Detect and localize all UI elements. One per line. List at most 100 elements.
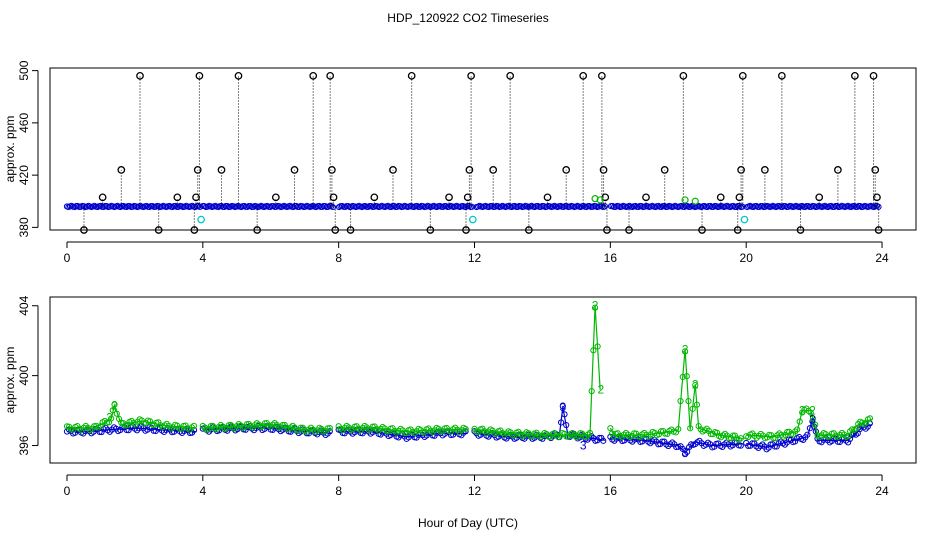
green-point [596, 196, 604, 204]
spike-point [445, 193, 453, 202]
series-1-point [804, 431, 811, 438]
spike-point [234, 71, 243, 80]
series-2-point [683, 373, 690, 380]
series-2-point [774, 432, 781, 439]
y-tick-label: 396 [17, 435, 31, 455]
series-1-point [600, 437, 607, 444]
spike-point [642, 193, 650, 202]
x-tick-label: 4 [199, 251, 206, 265]
spike-point [874, 226, 883, 234]
series-2-point [289, 422, 296, 429]
x-tick-label: 8 [335, 484, 342, 498]
series-2-point [591, 304, 599, 311]
series-2-point [271, 419, 278, 427]
series-2-point [705, 427, 712, 434]
series-1-point [679, 445, 686, 453]
spike-point [407, 71, 416, 80]
series-2-point [124, 421, 131, 429]
series-1-point [665, 442, 672, 450]
series-2-point [729, 432, 736, 439]
y-tick-label: 500 [17, 60, 31, 80]
series-2-point [553, 432, 560, 439]
spike-point [737, 166, 745, 174]
x-axis-label: Hour of Day (UTC) [418, 516, 518, 530]
series-1-point [659, 438, 666, 445]
series-1-point [651, 436, 658, 443]
plot-frame [49, 296, 917, 464]
baseline-point [468, 203, 476, 210]
series-2-point [692, 382, 699, 389]
series-2-point [517, 431, 524, 438]
spike-point [346, 226, 355, 234]
spike-point [603, 226, 611, 234]
cyan-point [197, 215, 205, 224]
series-2-point [709, 431, 717, 438]
y-axis-label: approx. ppm [3, 347, 17, 414]
x-tick-label: 4 [199, 484, 206, 498]
spike-point [543, 193, 552, 202]
series-2-point [675, 425, 682, 433]
series-1-point [771, 443, 778, 450]
series-2-point [681, 348, 689, 355]
spike-point [326, 71, 335, 80]
x-tick-label: 16 [604, 251, 618, 265]
spike-point [869, 71, 878, 80]
point-label: 3 [682, 446, 689, 460]
series-2-point [113, 410, 120, 417]
spike-point [173, 193, 182, 202]
series-2-point [717, 434, 725, 441]
spike-point [271, 193, 280, 202]
series-2-point [395, 427, 402, 434]
series-2-point [662, 430, 669, 437]
series-2-point [721, 430, 729, 437]
spike-point [467, 71, 475, 80]
series-2-point [737, 435, 744, 442]
series-2-point [324, 425, 331, 432]
x-tick-label: 16 [604, 484, 618, 498]
series-2-point [437, 428, 444, 435]
series-2-point [685, 397, 692, 405]
point-label: 2 [592, 299, 599, 313]
series-2-point [375, 427, 382, 434]
spike-point [195, 71, 204, 80]
spike-point [309, 71, 318, 80]
series-1-point [96, 428, 103, 436]
series-2-point [693, 401, 701, 408]
baseline-point [875, 203, 882, 210]
series-2-line [474, 305, 601, 436]
point-label: 3 [809, 412, 816, 426]
y-tick-label: 420 [17, 165, 31, 185]
series-1-point [737, 442, 744, 449]
spike-point [761, 166, 769, 174]
series-1-point [559, 403, 566, 410]
series-2-point [190, 422, 198, 429]
spike-point [562, 166, 571, 174]
spike-point [80, 226, 88, 234]
spike-point [98, 193, 107, 202]
spike-point [815, 193, 824, 202]
spike-point [117, 166, 126, 174]
x-tick-label: 20 [740, 484, 754, 498]
point-label: 2 [799, 404, 806, 418]
series-2-point [215, 423, 222, 431]
plot-frame [49, 67, 917, 231]
x-tick-label: 20 [740, 251, 754, 265]
series-1-point [755, 444, 762, 451]
series-2-point [108, 415, 115, 422]
series-2-point [401, 429, 408, 437]
y-tick-label: 400 [17, 365, 31, 385]
series-1-point [558, 419, 565, 426]
series-2-point [357, 427, 364, 434]
series-2-point [836, 431, 844, 439]
series-2-point [481, 428, 488, 435]
point-label: 3 [559, 400, 566, 414]
point-label: 2 [106, 411, 113, 425]
point-label: 2 [682, 342, 689, 356]
point-label: 2 [111, 398, 118, 412]
series-2-point [499, 429, 506, 437]
spike-point [625, 226, 633, 234]
spike-point [154, 226, 163, 234]
spike-point [873, 193, 881, 202]
series-2-point [109, 407, 116, 414]
spike-point [796, 226, 805, 234]
